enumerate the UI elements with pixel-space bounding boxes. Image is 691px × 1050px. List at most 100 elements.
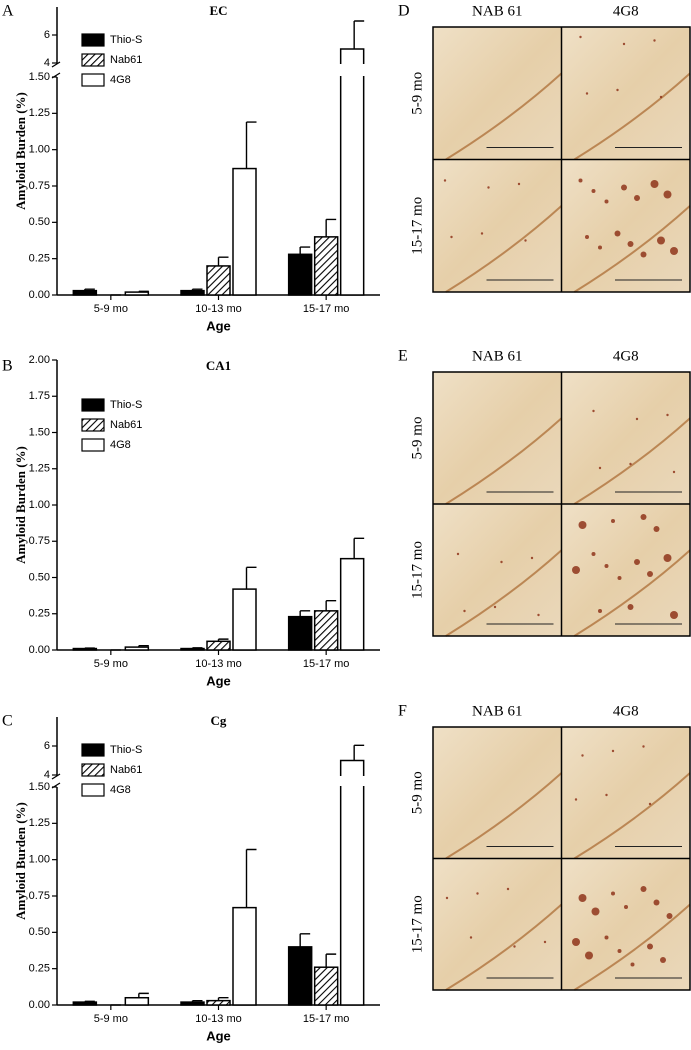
legend-swatch — [81, 438, 105, 452]
chart-title: CA1 — [206, 358, 231, 373]
bar — [287, 615, 313, 651]
plaque — [543, 940, 547, 944]
tissue-edge — [445, 417, 563, 505]
plaque — [672, 470, 676, 474]
micrograph — [433, 504, 562, 636]
micrograph — [433, 159, 562, 292]
micrograph — [561, 727, 690, 859]
tissue-edge — [445, 772, 563, 860]
y-tick-label: 0.00 — [29, 999, 50, 1011]
micrograph — [433, 27, 562, 160]
plaque — [627, 604, 634, 610]
x-tick-label: 15-17 mo — [303, 303, 349, 315]
plaque — [476, 892, 479, 895]
error-bar — [299, 933, 311, 947]
x-axis-label: Age — [206, 318, 231, 333]
plaque — [611, 749, 615, 753]
tissue-edge — [445, 903, 563, 991]
column-label: 4G8 — [613, 348, 639, 364]
error-bar — [353, 744, 365, 761]
row-label: 15-17 mo — [409, 895, 425, 953]
bar — [180, 1001, 205, 1006]
plaque — [650, 180, 659, 188]
plaque — [585, 951, 593, 960]
plaque — [670, 247, 678, 255]
column-label: 4G8 — [613, 703, 639, 719]
plaque — [513, 945, 516, 948]
tissue-edge — [573, 417, 691, 505]
plaque — [592, 409, 595, 413]
panel-letter: E — [398, 348, 408, 365]
y-tick-label: 0.25 — [29, 253, 50, 265]
plaque — [487, 186, 490, 189]
plaque — [660, 957, 666, 963]
plaque — [463, 609, 466, 613]
legend-swatch — [81, 743, 105, 757]
legend-swatch — [81, 783, 105, 797]
chart-title: EC — [209, 3, 227, 18]
plaque — [578, 178, 583, 183]
plaque — [598, 466, 602, 470]
plaque — [640, 886, 647, 892]
error-bar — [191, 647, 203, 649]
error-bar — [245, 848, 257, 908]
bar — [313, 966, 339, 1006]
axis-break — [51, 61, 61, 79]
plaque — [653, 526, 660, 532]
x-tick-label: 10-13 mo — [195, 303, 241, 315]
tissue-edge — [445, 205, 563, 293]
error-bar — [138, 992, 149, 998]
plaque — [659, 95, 663, 99]
plaque — [624, 905, 628, 909]
plaque — [640, 251, 647, 258]
bar — [313, 610, 339, 651]
micrograph — [561, 372, 690, 504]
plaque — [666, 413, 669, 417]
plaque — [598, 245, 602, 250]
tissue-edge — [445, 72, 563, 161]
x-tick-label: 10-13 mo — [195, 658, 241, 670]
x-axis-label: Age — [206, 673, 231, 688]
x-tick-label: 5-9 mo — [94, 658, 128, 670]
column-label: NAB 61 — [472, 703, 522, 719]
x-axis-label: Age — [206, 1028, 231, 1043]
y-axis-label: Amyloid Burden (%) — [13, 92, 28, 210]
y-axis-label: Amyloid Burden (%) — [13, 446, 28, 564]
legend-label: 4G8 — [110, 439, 131, 451]
tissue-edge — [573, 903, 691, 991]
y-tick-label: 1.50 — [29, 781, 50, 793]
x-tick-label: 15-17 mo — [303, 1013, 349, 1025]
bar — [206, 999, 231, 1006]
bar — [287, 253, 313, 296]
plaque — [500, 560, 503, 564]
plaque — [574, 798, 578, 801]
micrograph — [561, 159, 690, 292]
plaque — [634, 559, 640, 565]
error-bar — [353, 20, 365, 49]
panel-letter: A — [2, 3, 14, 20]
bar — [313, 236, 339, 296]
plaque — [617, 576, 622, 580]
x-tick-label: 10-13 mo — [195, 1013, 241, 1025]
plaque — [611, 519, 615, 523]
plaque — [653, 899, 660, 906]
bar — [339, 759, 365, 1006]
plaque — [630, 962, 635, 967]
micrograph — [433, 372, 562, 504]
plaque — [598, 609, 602, 613]
panel-letter: D — [398, 3, 410, 20]
plaque — [663, 554, 672, 562]
error-bar — [325, 218, 337, 237]
legend-swatch — [81, 418, 105, 432]
column-label: NAB 61 — [472, 3, 522, 19]
bar — [180, 647, 205, 651]
error-bar — [245, 566, 257, 590]
y-tick-label: 6 — [44, 29, 50, 41]
plaque — [629, 462, 632, 466]
error-bar — [191, 999, 203, 1003]
bar — [339, 557, 365, 651]
plaque — [611, 891, 615, 896]
legend-swatch — [81, 763, 105, 777]
y-tick-label: 4 — [44, 57, 50, 69]
